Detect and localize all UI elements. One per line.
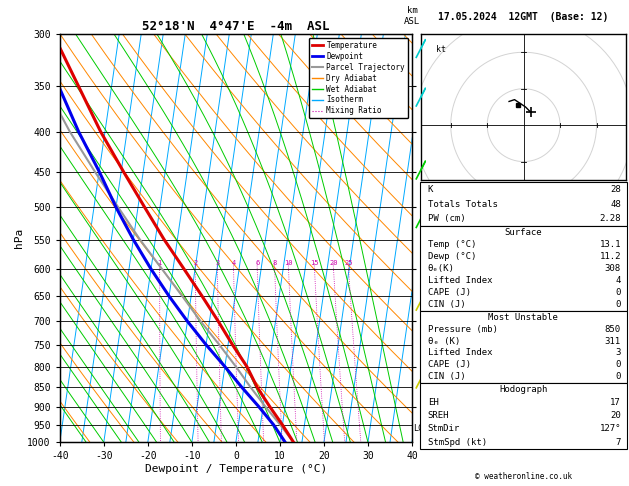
Text: 4: 4 [231, 260, 236, 266]
Text: Pressure (mb): Pressure (mb) [428, 325, 498, 333]
Title: 52°18'N  4°47'E  -4m  ASL: 52°18'N 4°47'E -4m ASL [142, 20, 330, 33]
Text: km
ASL: km ASL [404, 6, 420, 26]
Text: SREH: SREH [428, 411, 449, 420]
Text: 20: 20 [329, 260, 338, 266]
Y-axis label: hPa: hPa [14, 228, 25, 248]
Text: 0: 0 [616, 300, 621, 310]
Text: Totals Totals: Totals Totals [428, 200, 498, 208]
Text: 0: 0 [616, 361, 621, 369]
Text: 20: 20 [610, 411, 621, 420]
Text: 0: 0 [616, 372, 621, 382]
Legend: Temperature, Dewpoint, Parcel Trajectory, Dry Adiabat, Wet Adiabat, Isotherm, Mi: Temperature, Dewpoint, Parcel Trajectory… [309, 38, 408, 119]
Text: Lifted Index: Lifted Index [428, 276, 493, 285]
FancyBboxPatch shape [420, 383, 627, 449]
Text: © weatheronline.co.uk: © weatheronline.co.uk [475, 472, 572, 481]
Text: EH: EH [428, 398, 438, 407]
FancyBboxPatch shape [420, 311, 627, 383]
Text: 17.05.2024  12GMT  (Base: 12): 17.05.2024 12GMT (Base: 12) [438, 12, 609, 22]
Text: 3: 3 [616, 348, 621, 358]
Text: 28: 28 [610, 185, 621, 194]
Text: 10: 10 [284, 260, 292, 266]
Text: 3: 3 [215, 260, 220, 266]
Text: K: K [428, 185, 433, 194]
Text: CIN (J): CIN (J) [428, 300, 465, 310]
Text: Dewp (°C): Dewp (°C) [428, 252, 476, 261]
Text: CIN (J): CIN (J) [428, 372, 465, 382]
Text: 311: 311 [604, 336, 621, 346]
Text: 25: 25 [344, 260, 353, 266]
FancyBboxPatch shape [420, 182, 627, 226]
Text: 15: 15 [310, 260, 319, 266]
Text: 0: 0 [616, 288, 621, 297]
Text: 308: 308 [604, 264, 621, 273]
Text: 48: 48 [610, 200, 621, 208]
Text: StmDir: StmDir [428, 424, 460, 434]
Text: 8: 8 [272, 260, 277, 266]
Text: θₑ (K): θₑ (K) [428, 336, 460, 346]
Text: LCL: LCL [413, 424, 428, 433]
Text: Hodograph: Hodograph [499, 385, 547, 394]
Text: Lifted Index: Lifted Index [428, 348, 493, 358]
Text: Surface: Surface [504, 227, 542, 237]
Text: CAPE (J): CAPE (J) [428, 361, 471, 369]
FancyBboxPatch shape [420, 226, 627, 311]
Text: kt: kt [436, 45, 446, 54]
Text: 4: 4 [616, 276, 621, 285]
Y-axis label: Mixing Ratio (g/kg): Mixing Ratio (g/kg) [433, 182, 442, 294]
X-axis label: Dewpoint / Temperature (°C): Dewpoint / Temperature (°C) [145, 464, 327, 474]
Text: StmSpd (kt): StmSpd (kt) [428, 437, 487, 447]
Text: 6: 6 [255, 260, 259, 266]
Text: 2.28: 2.28 [599, 214, 621, 223]
Text: 11.2: 11.2 [599, 252, 621, 261]
Text: 127°: 127° [599, 424, 621, 434]
Text: 850: 850 [604, 325, 621, 333]
Text: 17: 17 [610, 398, 621, 407]
Text: 7: 7 [616, 437, 621, 447]
Text: θₑ(K): θₑ(K) [428, 264, 455, 273]
Text: Temp (°C): Temp (°C) [428, 240, 476, 249]
Text: 13.1: 13.1 [599, 240, 621, 249]
Text: CAPE (J): CAPE (J) [428, 288, 471, 297]
Text: 2: 2 [193, 260, 198, 266]
Text: 1: 1 [157, 260, 162, 266]
Text: PW (cm): PW (cm) [428, 214, 465, 223]
Text: Most Unstable: Most Unstable [488, 312, 559, 322]
